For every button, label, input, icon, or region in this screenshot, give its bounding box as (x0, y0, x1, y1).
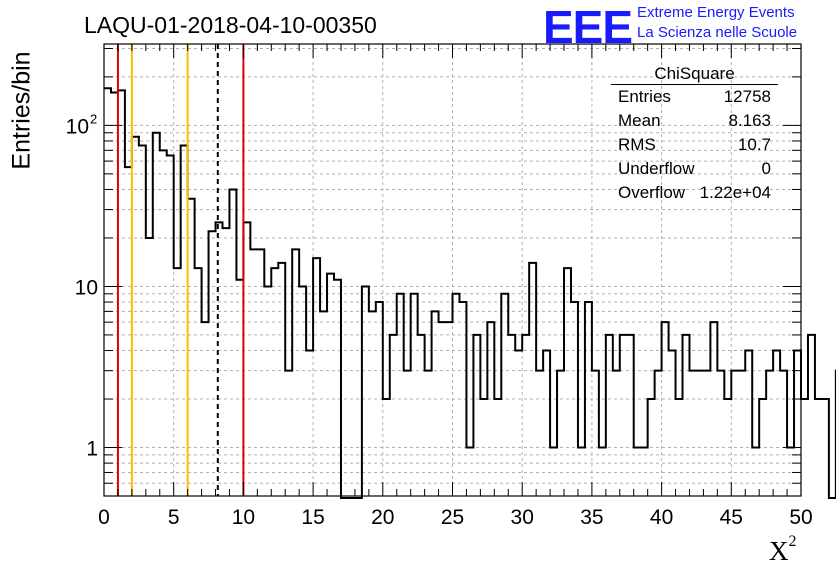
x-tick-label: 0 (98, 506, 110, 529)
x-tick-label: 45 (720, 506, 743, 529)
x-tick-label: 25 (441, 506, 464, 529)
x-tick-label: 35 (580, 506, 603, 529)
x-tick-label: 40 (650, 506, 673, 529)
x-tick-label: 50 (789, 506, 812, 529)
stats-row-mean: Mean 8.163 (618, 111, 771, 130)
x-tick-label: 10 (232, 506, 255, 529)
eee-logo-line1: Extreme Energy Events (637, 4, 795, 21)
y-tick-label-exponent: 2 (90, 111, 97, 126)
x-axis-label: X2 (769, 533, 797, 566)
stats-box: ChiSquare Entries 12758 Mean 8.163 RMS 10.7… (611, 64, 778, 207)
stats-header: ChiSquare (611, 64, 778, 85)
x-tick-label: 15 (301, 506, 324, 529)
stats-row-entries: Entries 12758 (618, 87, 771, 106)
y-tick-label: 10 (66, 115, 89, 138)
eee-logo-line2: La Scienza nelle Scuole (637, 24, 798, 41)
histogram-step-line (104, 87, 836, 499)
stats-row-underflow: Underflow 0 (618, 159, 771, 178)
y-tick-label: 10 (75, 276, 98, 299)
x-tick-label: 30 (511, 506, 534, 529)
x-tick-label: 20 (371, 506, 394, 529)
plot-title: LAQU-01-2018-04-10-00350 (84, 12, 377, 38)
eee-logo: EEE (543, 1, 633, 53)
stats-row-overflow: Overflow 1.22e+04 (618, 183, 771, 202)
y-axis-label: Entries/bin (7, 51, 36, 170)
x-tick-label: 5 (168, 506, 180, 529)
stats-row-rms: RMS 10.7 (618, 135, 771, 154)
y-tick-label: 1 (86, 438, 98, 461)
